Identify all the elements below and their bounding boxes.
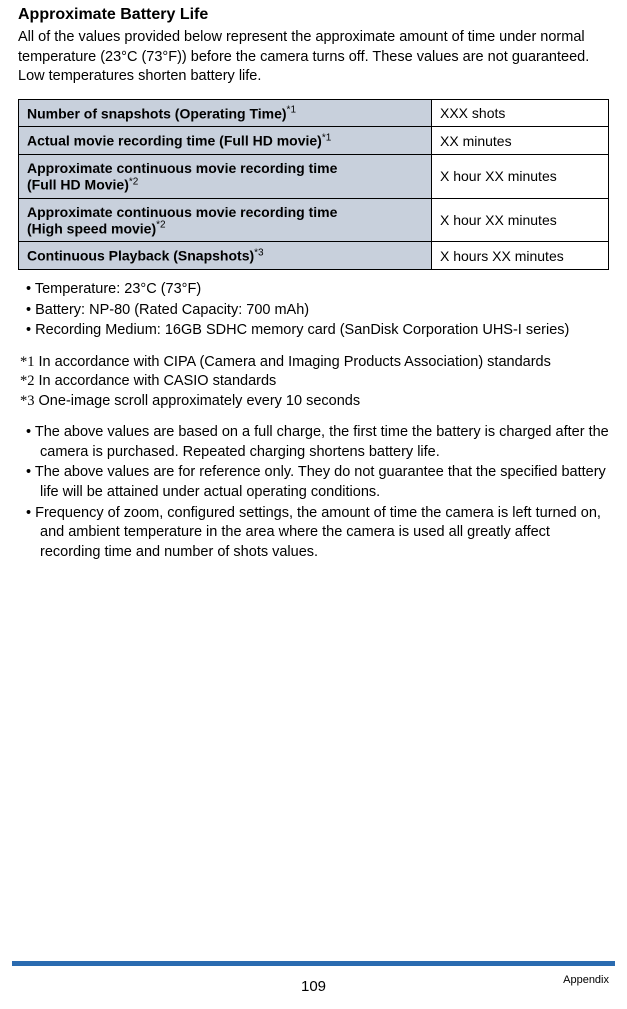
intro-paragraph: All of the values provided below represe… xyxy=(18,28,609,87)
battery-life-table: Number of snapshots (Operating Time)*1 X… xyxy=(18,99,609,270)
row-label: Number of snapshots (Operating Time)*1 xyxy=(19,99,432,127)
list-item: The above values are based on a full cha… xyxy=(26,423,609,462)
row-value: XXX shots xyxy=(432,99,609,127)
notes-list: The above values are based on a full cha… xyxy=(18,423,609,562)
row-value: X hour XX minutes xyxy=(432,198,609,242)
table-row: Continuous Playback (Snapshots)*3 X hour… xyxy=(19,242,609,270)
section-title: Approximate Battery Life xyxy=(18,6,609,24)
footnote-mark: *2 xyxy=(156,220,165,236)
footnote: *1 In accordance with CIPA (Camera and I… xyxy=(20,353,609,373)
list-item: The above values are for reference only.… xyxy=(26,463,609,502)
list-item: Temperature: 23°C (73°F) xyxy=(26,280,609,300)
footnote: *3 One-image scroll approximately every … xyxy=(20,392,609,412)
list-item: Recording Medium: 16GB SDHC memory card … xyxy=(26,321,609,341)
table-row: Actual movie recording time (Full HD mov… xyxy=(19,127,609,155)
row-value: XX minutes xyxy=(432,127,609,155)
list-item: Frequency of zoom, configured settings, … xyxy=(26,504,609,563)
table-row: Approximate continuous movie recording t… xyxy=(19,155,609,199)
footnote-mark: *2 xyxy=(129,177,138,193)
footnotes: *1 In accordance with CIPA (Camera and I… xyxy=(18,353,609,412)
footnote: *2 In accordance with CASIO standards xyxy=(20,372,609,392)
row-label: Approximate continuous movie recording t… xyxy=(19,155,432,199)
page-footer: 109 Appendix xyxy=(0,961,627,1009)
row-value: X hour XX minutes xyxy=(432,155,609,199)
footnote-mark: *3 xyxy=(254,248,263,264)
footer-divider xyxy=(12,961,615,966)
row-value: X hours XX minutes xyxy=(432,242,609,270)
row-label: Approximate continuous movie recording t… xyxy=(19,198,432,242)
footnote-mark: *1 xyxy=(322,133,331,149)
row-label: Actual movie recording time (Full HD mov… xyxy=(19,127,432,155)
page: Approximate Battery Life All of the valu… xyxy=(0,0,627,1009)
table-row: Number of snapshots (Operating Time)*1 X… xyxy=(19,99,609,127)
footnote-mark: *1 xyxy=(287,105,296,121)
list-item: Battery: NP-80 (Rated Capacity: 700 mAh) xyxy=(26,301,609,321)
conditions-list: Temperature: 23°C (73°F) Battery: NP-80 … xyxy=(18,280,609,341)
page-number: 109 xyxy=(0,978,627,995)
section-label: Appendix xyxy=(563,974,609,986)
row-label: Continuous Playback (Snapshots)*3 xyxy=(19,242,432,270)
table-row: Approximate continuous movie recording t… xyxy=(19,198,609,242)
